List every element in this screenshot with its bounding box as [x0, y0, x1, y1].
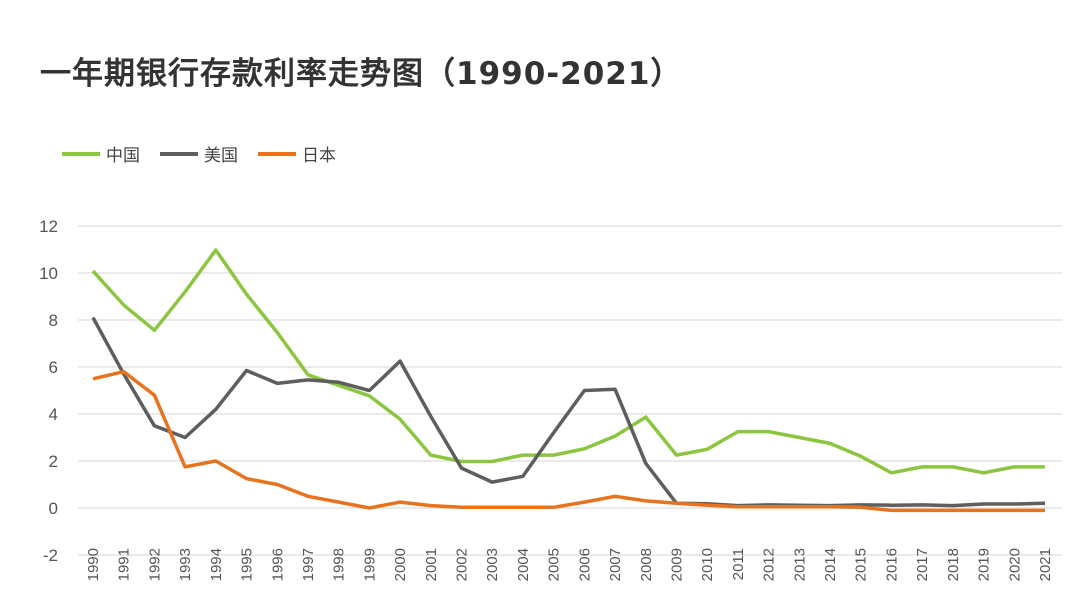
x-tick-label: 2021: [1037, 548, 1054, 581]
legend-item-usa: 美国: [160, 141, 238, 166]
legend-label: 美国: [204, 146, 238, 166]
x-tick-label: 2019: [976, 548, 993, 581]
x-tick-label: 2013: [791, 548, 808, 581]
x-tick-label: 2012: [761, 548, 778, 581]
x-tick-label: 2005: [546, 548, 563, 581]
x-tick-label: 1999: [361, 548, 378, 581]
legend-label: 日本: [302, 146, 336, 166]
x-tick-label: 2000: [392, 548, 409, 581]
chart-title: 一年期银行存款利率走势图（1990-2021）: [40, 56, 683, 92]
x-tick-label: 2009: [668, 548, 685, 581]
x-tick-label: 1995: [239, 548, 256, 581]
x-tick-label: 1990: [85, 548, 102, 581]
x-tick-label: 2002: [454, 548, 471, 581]
legend-item-japan: 日本: [258, 141, 336, 166]
x-tick-label: 2011: [730, 548, 747, 580]
x-tick-label: 2010: [699, 548, 716, 581]
series-line-中国: [91, 248, 1045, 475]
x-tick-label: 1991: [116, 548, 133, 581]
x-tick-label: 2014: [822, 548, 839, 581]
x-tick-label: 1994: [208, 548, 225, 581]
x-tick-label: 2001: [423, 548, 440, 581]
y-tick-label: 6: [49, 358, 58, 377]
legend: 中国 美国 日本: [62, 141, 336, 166]
x-tick-label: 2007: [607, 548, 624, 581]
x-tick-label: 1992: [146, 548, 163, 581]
x-tick-label: 2020: [1006, 548, 1023, 581]
x-tick-label: 2003: [484, 548, 501, 581]
x-tick-label: 1998: [331, 548, 348, 581]
y-tick-label: 10: [39, 264, 58, 283]
legend-swatch: [160, 151, 198, 156]
series-line-美国: [91, 316, 1046, 508]
x-tick-label: 1996: [269, 548, 286, 581]
y-tick-label: 0: [49, 499, 58, 518]
x-tick-label: 2016: [883, 548, 900, 581]
y-tick-label: 2: [49, 452, 58, 471]
y-tick-label: 12: [39, 217, 58, 236]
x-tick-label: 1997: [300, 548, 317, 581]
x-tick-label: 1993: [177, 548, 194, 581]
legend-swatch: [62, 151, 100, 156]
x-tick-label: 2008: [638, 548, 655, 581]
y-tick-label: 4: [49, 405, 58, 424]
y-tick-label: -2: [43, 546, 58, 565]
y-tick-label: 8: [49, 311, 58, 330]
x-tick-label: 2017: [914, 548, 931, 581]
x-tick-label: 2004: [515, 548, 532, 581]
x-tick-label: 2015: [853, 548, 870, 581]
series-line-日本: [92, 369, 1045, 513]
legend-label: 中国: [106, 146, 140, 166]
legend-item-china: 中国: [62, 141, 140, 166]
legend-swatch: [258, 151, 296, 156]
x-tick-label: 2018: [945, 548, 962, 581]
x-tick-label: 2006: [576, 548, 593, 581]
